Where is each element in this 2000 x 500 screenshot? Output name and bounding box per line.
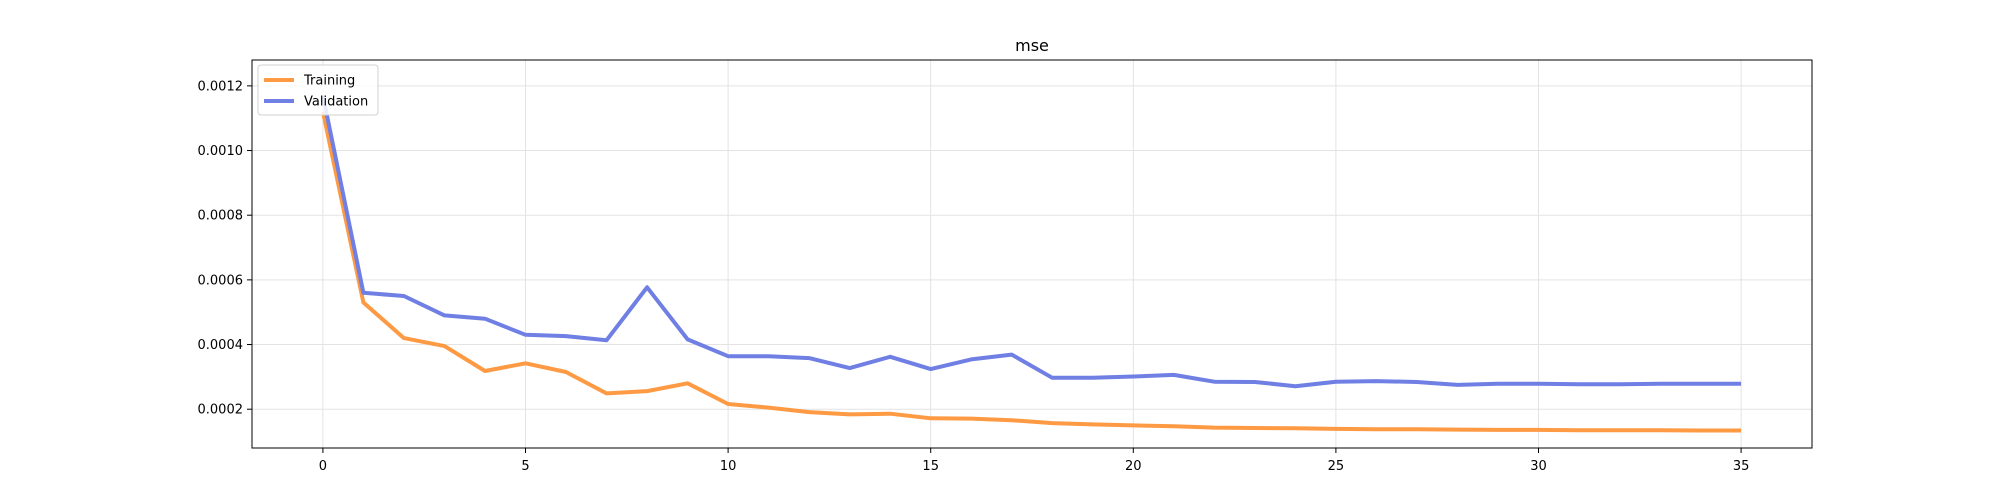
y-tick-label: 0.0012 bbox=[198, 79, 244, 94]
y-axis: 0.0002 0.0004 0.0006 0.0008 0.0010 0.0012 bbox=[198, 79, 252, 418]
training-line bbox=[320, 111, 1742, 433]
series-lines bbox=[320, 95, 1742, 433]
y-tick-label: 0.0006 bbox=[198, 273, 244, 288]
legend: Training Validation bbox=[257, 64, 379, 116]
x-tick-label: 5 bbox=[521, 459, 529, 474]
x-tick-label: 35 bbox=[1733, 459, 1750, 474]
x-tick-label: 10 bbox=[720, 459, 737, 474]
x-tick-label: 25 bbox=[1328, 459, 1345, 474]
legend-label-validation: Validation bbox=[304, 95, 368, 110]
y-tick-label: 0.0002 bbox=[198, 403, 244, 418]
x-tick-label: 20 bbox=[1125, 459, 1142, 474]
validation-line bbox=[320, 95, 1742, 389]
x-tick-label: 15 bbox=[922, 459, 939, 474]
plot-area-frame bbox=[251, 59, 1813, 449]
x-tick-label: 30 bbox=[1530, 459, 1547, 474]
chart-title: mse bbox=[1015, 36, 1049, 55]
legend-label-training: Training bbox=[303, 74, 355, 89]
grid bbox=[252, 60, 1812, 448]
x-tick-label: 0 bbox=[319, 459, 327, 474]
y-tick-label: 0.0004 bbox=[198, 338, 244, 353]
y-tick-label: 0.0010 bbox=[198, 144, 244, 159]
x-axis: 0 5 10 15 20 25 30 35 bbox=[319, 448, 1750, 474]
y-tick-label: 0.0008 bbox=[198, 209, 244, 224]
